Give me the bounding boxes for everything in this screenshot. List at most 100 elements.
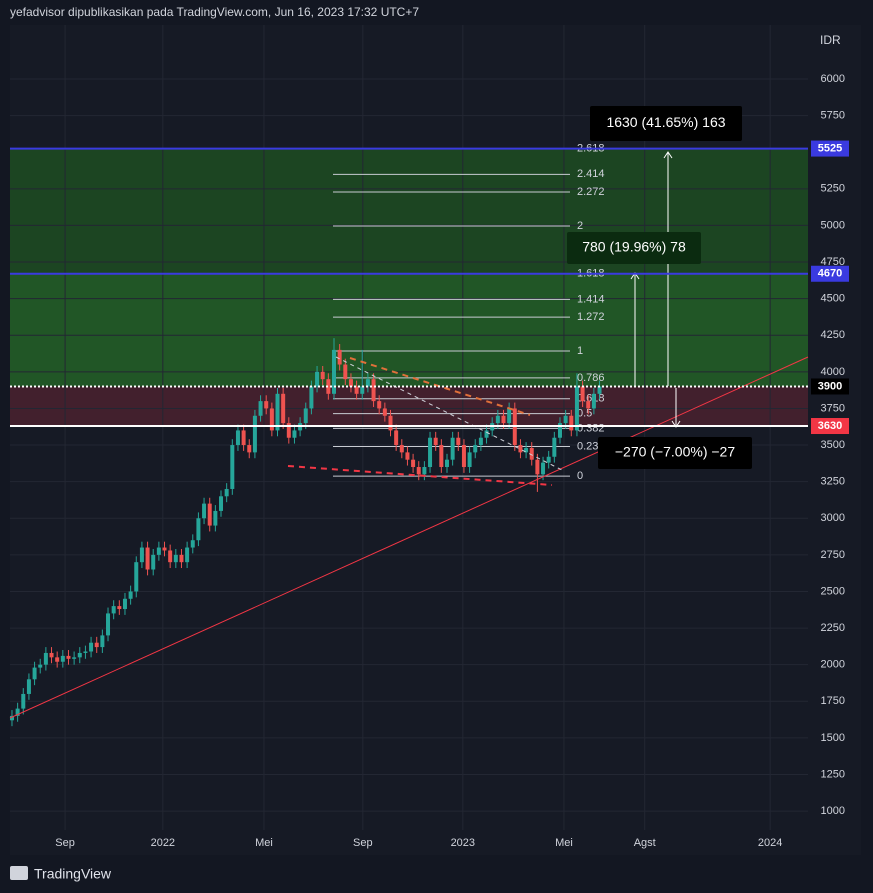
candle-body	[207, 503, 212, 526]
candle-body	[128, 591, 133, 599]
y-tick-label: 1250	[821, 768, 845, 780]
candle-body	[478, 437, 483, 446]
candle-body	[416, 467, 421, 475]
candle-body	[139, 547, 144, 563]
candle-body	[303, 408, 308, 424]
y-tick-label: 4500	[821, 293, 845, 305]
candle-body	[569, 415, 574, 431]
candle-body	[518, 445, 523, 453]
candle-body	[450, 437, 455, 460]
candle-body	[173, 554, 178, 563]
candle-body	[557, 423, 562, 438]
price-label-bg	[811, 140, 849, 157]
candle-body	[83, 651, 88, 653]
candle-body	[224, 488, 229, 497]
fib-label: 0.236	[577, 440, 605, 452]
candle-body	[134, 562, 139, 592]
candle-body	[365, 379, 370, 387]
candle-body	[320, 371, 325, 380]
candle-body	[179, 554, 184, 563]
x-tick-label: 2024	[758, 837, 782, 849]
trend-line	[287, 465, 553, 486]
candle-body	[411, 459, 416, 468]
arrow-head	[663, 151, 673, 159]
candle-body	[461, 445, 466, 468]
candle-body	[247, 445, 252, 453]
footer-brand: TradingView	[34, 866, 112, 882]
y-tick-label: 4750	[821, 256, 845, 268]
candle-body	[106, 613, 111, 636]
candle-body	[467, 452, 472, 468]
candle-body	[77, 652, 82, 658]
fib-label: 2.272	[577, 186, 605, 198]
candle-body	[546, 456, 551, 463]
logo	[10, 866, 28, 880]
candle-body	[501, 415, 506, 424]
candle-body	[122, 598, 127, 610]
candle-body	[89, 642, 94, 652]
price-label: 5525	[818, 142, 842, 154]
fib-label: 2.414	[577, 168, 605, 180]
candle-body	[507, 408, 512, 424]
y-tick-label: 4000	[821, 366, 845, 378]
candle-body	[586, 401, 591, 409]
candle-body	[196, 518, 201, 541]
candle-body	[202, 503, 207, 519]
candle-body	[151, 554, 156, 570]
fib-label: 1.272	[577, 311, 605, 323]
candle-body	[213, 510, 218, 526]
candle-body	[38, 664, 43, 668]
candle-body	[574, 386, 579, 431]
y-tick-label: 2500	[821, 585, 845, 597]
price-label-bg	[811, 418, 849, 435]
y-tick-label: 1500	[821, 732, 845, 744]
y-tick-label: 1750	[821, 695, 845, 707]
candle-body	[377, 401, 382, 409]
fib-label: 0	[577, 470, 583, 482]
price-label-bg	[811, 378, 849, 395]
y-tick-label: 3250	[821, 476, 845, 488]
x-tick-label: 2022	[151, 837, 175, 849]
candle-body	[399, 445, 404, 453]
candle-body	[145, 547, 150, 570]
candle-body	[100, 635, 105, 648]
x-tick-label: Mei	[555, 837, 573, 849]
candle-body	[32, 667, 37, 680]
candle-body	[456, 437, 461, 446]
candle-body	[552, 437, 557, 457]
y-tick-label: 5000	[821, 219, 845, 231]
candle-body	[529, 447, 534, 460]
candle-body	[535, 459, 540, 475]
annotation-box	[590, 106, 742, 141]
candle-body	[21, 693, 26, 709]
candle-body	[484, 430, 489, 438]
y-tick-label: 3500	[821, 439, 845, 451]
fib-label: 2	[577, 220, 583, 232]
candle-body	[597, 386, 602, 394]
candle-body	[422, 467, 427, 475]
y-tick-label: 3750	[821, 402, 845, 414]
candle-body	[337, 349, 342, 365]
trend-line	[335, 356, 563, 471]
candle-body	[292, 430, 297, 438]
candle-body	[235, 430, 240, 446]
candle-body	[55, 657, 60, 662]
y-tick-label: 5750	[821, 110, 845, 122]
candle-body	[43, 652, 48, 665]
annotation-box	[598, 437, 752, 469]
candle-body	[258, 401, 263, 416]
candle-body	[269, 408, 274, 431]
candle-body	[15, 708, 20, 716]
y-tick-label: 4250	[821, 329, 845, 341]
y-tick-label: 3000	[821, 512, 845, 524]
candle-body	[360, 386, 365, 394]
zone	[10, 386, 808, 427]
candle-body	[348, 379, 353, 387]
candle-body	[428, 437, 433, 468]
candle-body	[162, 547, 167, 551]
candle-body	[72, 657, 77, 659]
zone	[10, 273, 808, 387]
candle-body	[111, 606, 116, 614]
candle-body	[388, 415, 393, 431]
